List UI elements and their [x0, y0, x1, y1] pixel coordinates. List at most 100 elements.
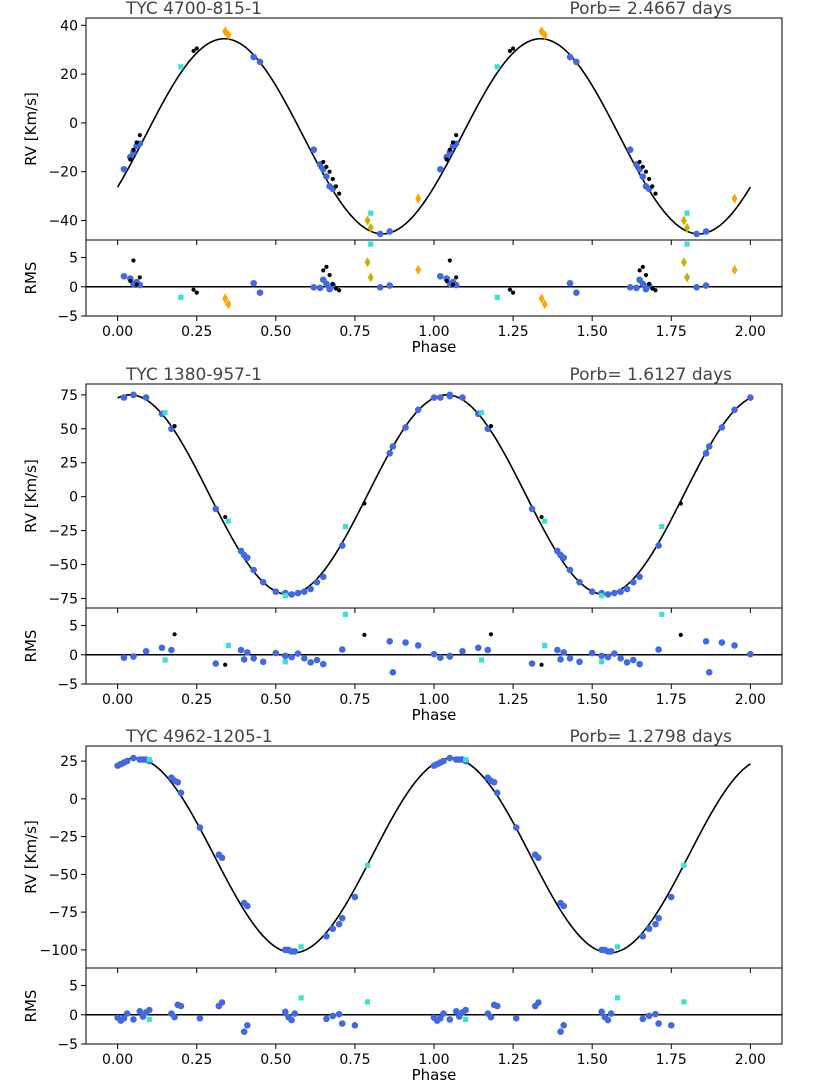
residual-point-black	[172, 632, 177, 637]
residual-point-blue	[459, 647, 466, 655]
residual-point-blue	[196, 1014, 204, 1022]
residual-point-blue	[300, 654, 308, 662]
rv-point-blue	[414, 406, 422, 414]
rv-point-blue	[636, 573, 643, 581]
rv-point-blue	[338, 914, 346, 922]
residual-point-blue	[307, 659, 314, 666]
residual-point-blue	[626, 284, 634, 291]
rv-y-tick-label: 50	[60, 422, 78, 438]
rv-point-blue	[402, 424, 409, 431]
rv-point-blue	[512, 824, 520, 831]
residual-point-blue	[702, 282, 710, 289]
residual-axes-frame	[85, 607, 783, 685]
residual-point-black	[321, 268, 326, 273]
residual-point-blue	[437, 1014, 444, 1022]
x-tick-label: 0.25	[181, 1052, 212, 1068]
rv-point-black	[128, 157, 133, 162]
residual-point-black	[539, 662, 544, 667]
residual-point-blue	[630, 656, 637, 664]
residual-point-blue	[244, 1021, 251, 1029]
residual-point-blue	[588, 649, 596, 657]
residual-point-blue	[440, 1010, 447, 1017]
rv-point-cyan	[162, 409, 168, 416]
residual-point-black	[643, 272, 649, 278]
residual-point-blue	[446, 1016, 454, 1023]
residual-point-blue	[240, 1028, 248, 1036]
rv-point-blue	[490, 778, 498, 786]
residual-point-blue	[414, 642, 422, 649]
residual-point-blue	[604, 1016, 612, 1024]
residual-point-blue	[576, 658, 583, 666]
residual-point-blue	[705, 669, 713, 676]
rv-panel-2: TYC 1380-957-1 Porb= 1.6127 days7550250−2…	[22, 365, 783, 724]
residual-axes-frame	[85, 967, 783, 1045]
residual-point-blue	[554, 646, 561, 654]
residual-point-blue	[493, 1002, 501, 1010]
residual-point-cyan	[599, 659, 605, 665]
rv-point-blue	[351, 893, 359, 901]
x-tick-label: 2.00	[735, 324, 766, 340]
residual-point-cyan	[494, 294, 500, 300]
rv-point-blue	[313, 578, 321, 586]
residual-point-black	[327, 272, 332, 278]
residual-point-black	[194, 290, 199, 295]
residual-point-blue	[652, 1010, 659, 1018]
x-tick-label: 1.25	[498, 1052, 529, 1068]
x-tick-label: 0.75	[339, 1052, 370, 1068]
residual-point-cyan	[162, 657, 168, 663]
rv-point-blue	[120, 394, 128, 401]
rv-point-blue	[493, 789, 501, 797]
orbit-model-curve	[116, 37, 752, 235]
rv-point-black	[640, 164, 645, 169]
residual-point-black	[510, 290, 516, 295]
residual-point-blue	[123, 1010, 131, 1017]
rv-point-blue	[123, 757, 131, 765]
residual-point-blue	[250, 279, 257, 287]
rv-y-tick-label: 0	[69, 792, 78, 808]
rv-point-cyan	[681, 862, 687, 868]
rv-point-blue	[588, 588, 596, 596]
rv-point-cyan	[298, 944, 304, 950]
rv-point-blue	[639, 932, 647, 940]
rv-point-blue	[611, 589, 618, 597]
y-axis-label: RV [Km/s]	[22, 820, 40, 894]
rv-point-cyan	[614, 944, 621, 950]
rv-point-blue	[218, 854, 226, 862]
rv-point-blue	[440, 757, 447, 765]
residual-point-blue	[177, 1002, 185, 1010]
rv-point-cyan	[368, 210, 374, 216]
residual-point-blue	[386, 638, 394, 645]
residual-point-blue	[291, 1010, 299, 1017]
rv-point-blue	[639, 173, 647, 180]
residual-point-cyan	[478, 657, 485, 663]
residual-point-blue	[598, 1008, 605, 1016]
residual-point-blue	[240, 656, 248, 663]
rv-y-tick-label: −75	[48, 591, 78, 607]
rv-point-cyan	[478, 409, 485, 416]
rv-point-blue	[747, 394, 754, 401]
residual-point-black	[134, 282, 139, 287]
rv-point-blue	[731, 406, 738, 414]
residual-point-orange	[538, 293, 545, 304]
rv-point-blue	[604, 591, 612, 598]
residual-point-blue	[351, 1021, 359, 1029]
rv-point-blue	[560, 902, 568, 910]
x-tick-label: 0.00	[102, 324, 133, 340]
residual-point-blue	[487, 1013, 495, 1021]
rv-point-blue	[566, 53, 574, 61]
x-tick-label: 1.50	[577, 1052, 608, 1068]
residual-point-blue	[272, 649, 280, 657]
residual-point-blue	[120, 654, 128, 661]
rv-point-blue	[244, 554, 251, 562]
x-tick-label: 1.25	[498, 692, 529, 708]
residual-point-orange	[222, 293, 229, 304]
rv-point-blue	[702, 228, 710, 235]
residual-point-blue	[259, 658, 267, 666]
residual-point-blue	[319, 660, 327, 668]
rv-point-blue	[329, 925, 337, 933]
rv-point-orange	[415, 193, 422, 204]
rv-point-black	[653, 191, 658, 196]
residual-point-cyan	[225, 642, 231, 649]
residual-point-blue	[718, 639, 726, 646]
rv-point-black	[678, 501, 683, 506]
